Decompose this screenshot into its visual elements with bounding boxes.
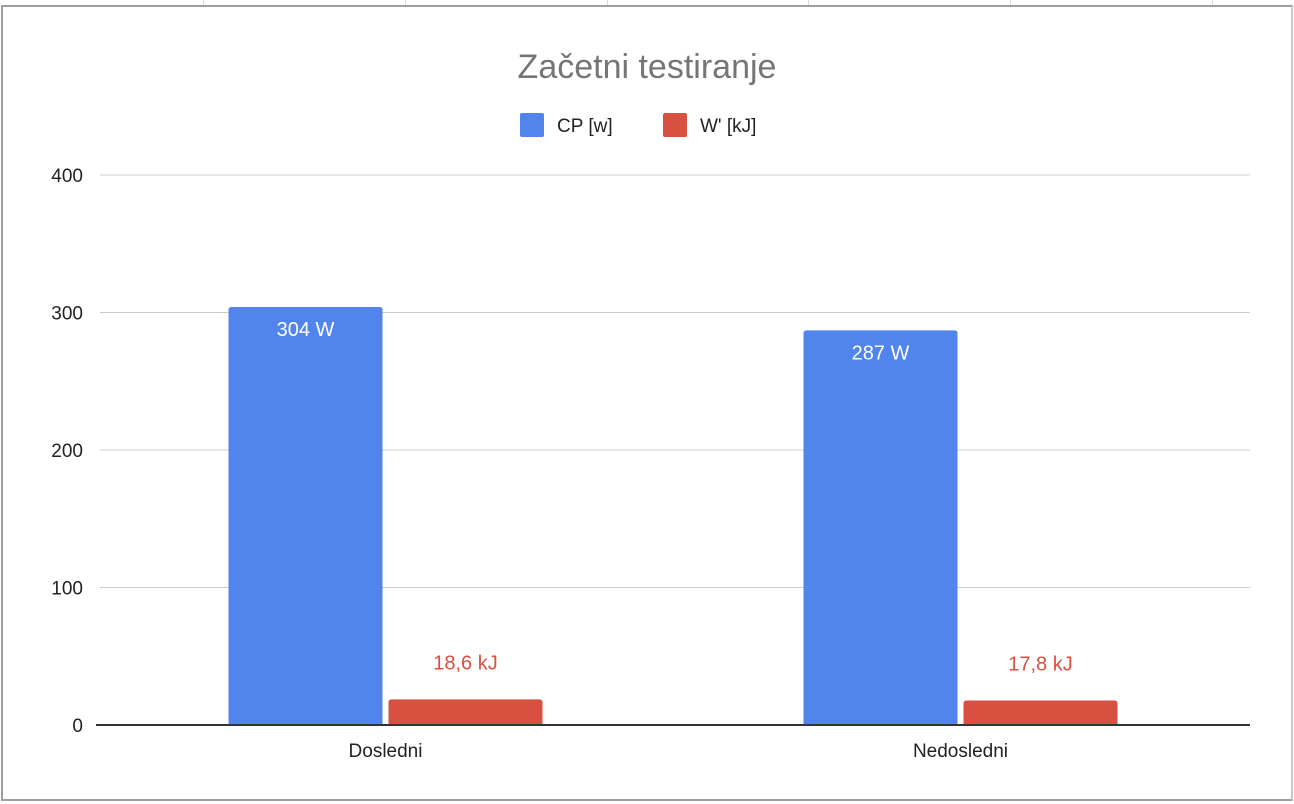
y-tick-label: 0	[72, 716, 83, 737]
sheet-column-divider	[1212, 0, 1213, 6]
sheet-column-divider	[607, 0, 608, 6]
bars	[228, 307, 1118, 725]
bar-wkj-nedosledni	[963, 700, 1118, 725]
bar-cpw-nedosledni	[803, 330, 958, 725]
legend-label: CP [w]	[557, 116, 613, 137]
data-label: 18,6 kJ	[433, 652, 497, 674]
spreadsheet-grid-strip	[0, 0, 1294, 6]
sheet-column-divider	[405, 0, 406, 6]
x-tick-label: Nedosledni	[913, 741, 1008, 762]
bar-wkj-dosledni	[388, 699, 543, 725]
chart-container[interactable]	[1, 5, 1293, 801]
bar-cpw-dosledni	[228, 307, 383, 725]
x-axis: Dosledni Nedosledni	[96, 724, 1250, 762]
data-label: 17,8 kJ	[1008, 654, 1072, 676]
y-tick-label: 200	[51, 441, 83, 462]
y-tick-label: 300	[51, 304, 83, 325]
sheet-column-divider	[203, 0, 204, 6]
data-label: 287 W	[852, 342, 910, 364]
y-tick-label: 100	[51, 579, 83, 600]
x-tick-label: Dosledni	[349, 741, 423, 762]
sheet-column-divider	[808, 0, 809, 6]
legend-label: W' [kJ]	[700, 116, 756, 137]
data-label: 304 W	[277, 319, 335, 341]
legend-swatch	[520, 113, 544, 137]
y-tick-label: 400	[51, 166, 83, 187]
chart-title: Začetni testiranje	[518, 48, 777, 86]
data-labels: 304 W 18,6 kJ 287 W 17,8 kJ	[277, 319, 1073, 676]
legend-swatch	[663, 113, 687, 137]
sheet-column-divider	[1010, 0, 1011, 6]
legend: CP [w] W' [kJ]	[520, 113, 756, 137]
